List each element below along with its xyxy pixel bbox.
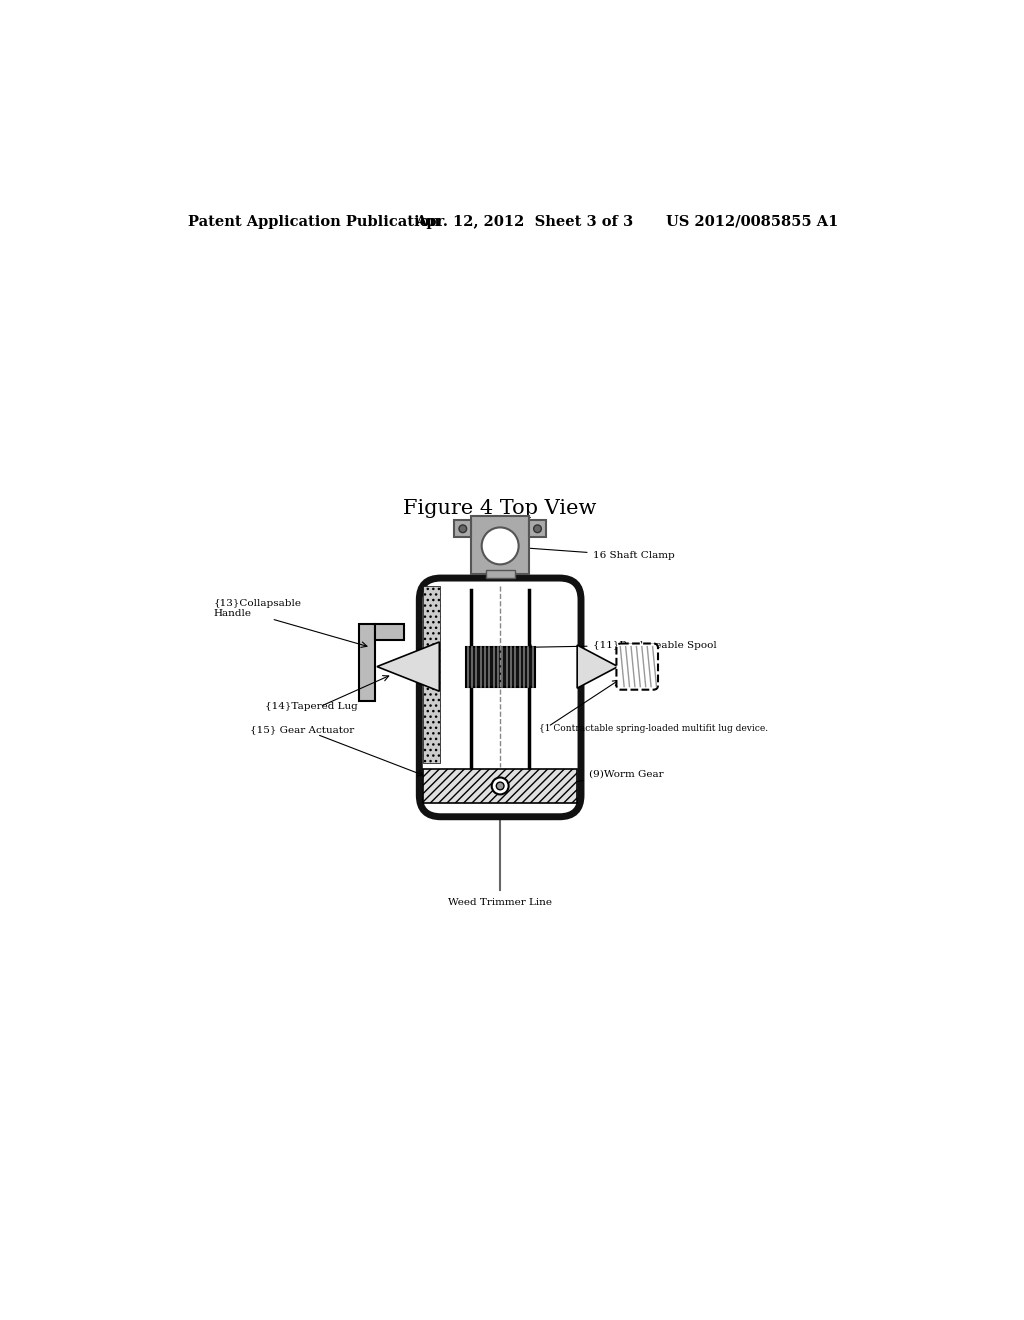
FancyBboxPatch shape xyxy=(616,644,658,689)
Text: Apr. 12, 2012  Sheet 3 of 3: Apr. 12, 2012 Sheet 3 of 3 xyxy=(416,215,634,228)
Text: (9)Worm Gear: (9)Worm Gear xyxy=(550,770,664,787)
Bar xyxy=(423,770,578,803)
Circle shape xyxy=(492,777,509,795)
Bar xyxy=(375,624,403,640)
Text: Patent Application Publication: Patent Application Publication xyxy=(188,215,440,228)
Bar xyxy=(485,570,515,578)
Text: {15} Gear Actuator: {15} Gear Actuator xyxy=(250,725,354,734)
Bar xyxy=(471,516,529,574)
Circle shape xyxy=(534,525,542,532)
Bar xyxy=(466,647,535,686)
Text: 16 Shaft Clamp: 16 Shaft Clamp xyxy=(519,545,675,560)
Text: Weed Trimmer Line: Weed Trimmer Line xyxy=(449,898,552,907)
Bar xyxy=(359,624,375,701)
Text: {14}Tapered Lug: {14}Tapered Lug xyxy=(265,702,358,711)
Bar xyxy=(423,586,440,763)
Polygon shape xyxy=(377,642,439,692)
Circle shape xyxy=(497,781,504,789)
Bar xyxy=(529,520,546,537)
Bar xyxy=(455,520,471,537)
Circle shape xyxy=(481,528,518,565)
Text: {1 Contractable spring-loaded multifit lug device.: {1 Contractable spring-loaded multifit l… xyxy=(539,723,768,733)
Text: {13}Collapsable
Handle: {13}Collapsable Handle xyxy=(214,599,302,618)
Polygon shape xyxy=(578,645,617,688)
Text: Figure 4 Top View: Figure 4 Top View xyxy=(403,499,597,519)
Circle shape xyxy=(459,525,467,532)
Text: {11}Replaceable Spool: {11}Replaceable Spool xyxy=(527,640,717,649)
FancyBboxPatch shape xyxy=(419,578,581,817)
Text: US 2012/0085855 A1: US 2012/0085855 A1 xyxy=(666,215,838,228)
